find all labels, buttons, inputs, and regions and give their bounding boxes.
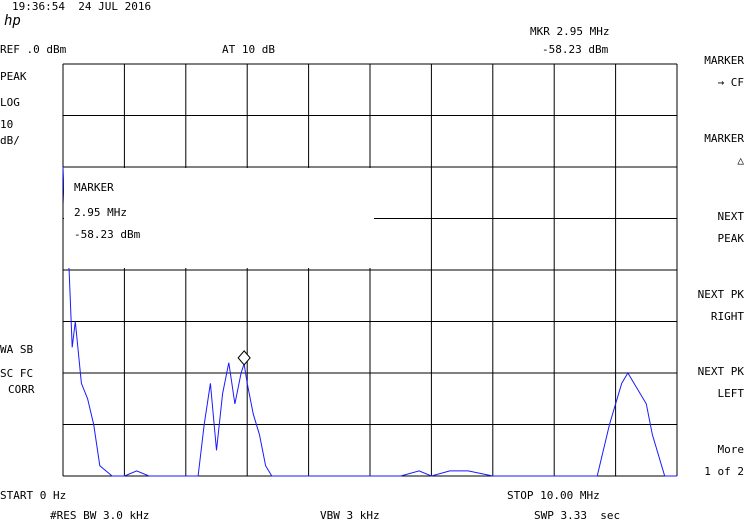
detector-mode: PEAK: [0, 70, 27, 83]
softkey-more[interactable]: More 1 of 2: [704, 439, 744, 483]
softkey-sublabel-5: LEFT: [717, 387, 745, 400]
timestamp: 19:36:54 24 JUL 2016: [12, 0, 152, 13]
softkey-sublabel-2: △: [737, 154, 744, 167]
marker-readout-freq: MKR 2.95 MHz: [530, 25, 610, 38]
softkey-sublabel-1: → CF: [717, 76, 745, 89]
flags-corr: CORR: [8, 383, 35, 396]
start-freq: START 0 Hz: [0, 489, 67, 502]
softkey-next-peak-left[interactable]: NEXT PK LEFT: [698, 361, 744, 405]
softkey-label-1: MARKER: [704, 54, 744, 67]
graticule: [62, 63, 678, 477]
marker-box-title: MARKER: [74, 181, 114, 194]
marker-diamond-icon: [237, 350, 251, 366]
softkey-marker-to-cf[interactable]: MARKER → CF: [704, 50, 744, 94]
sweep-time: SWP 3.33 sec: [534, 509, 621, 522]
softkey-sublabel-6: 1 of 2: [704, 465, 744, 478]
softkey-label-5: NEXT PK: [697, 365, 744, 378]
marker-box-freq: 2.95 MHz: [74, 206, 127, 219]
softkey-label-2: MARKER: [704, 132, 744, 145]
softkey-label-3: NEXT: [717, 210, 745, 223]
video-bandwidth: VBW 3 kHz: [320, 509, 380, 522]
marker-box-amp: -58.23 dBm: [74, 228, 141, 241]
flags-sc-fc: SC FC: [0, 367, 34, 380]
hp-logo: hp: [4, 13, 21, 29]
softkey-label-6: More: [717, 443, 745, 456]
flags-wa-sb: WA SB: [0, 343, 34, 356]
marker-info-box: MARKER 2.95 MHz -58.23 dBm: [64, 168, 374, 268]
softkey-sublabel-4: RIGHT: [710, 310, 744, 323]
softkey-next-peak-right[interactable]: NEXT PK RIGHT: [698, 284, 744, 328]
attenuation: AT 10 dB: [222, 43, 275, 56]
marker-readout-amp: -58.23 dBm: [542, 43, 609, 56]
softkey-next-peak[interactable]: NEXT PEAK: [718, 206, 745, 250]
stop-freq: STOP 10.00 MHz: [507, 489, 600, 502]
resolution-bandwidth: #RES BW 3.0 kHz: [50, 509, 150, 522]
softkey-marker-delta[interactable]: MARKER △: [704, 128, 744, 172]
scale-value: 10: [0, 118, 14, 131]
softkey-label-4: NEXT PK: [697, 288, 744, 301]
spectrum-trace: [62, 166, 677, 477]
softkey-sublabel-3: PEAK: [717, 232, 745, 245]
ref-level: REF .0 dBm: [0, 43, 67, 56]
marker-diamond-icon: [237, 350, 251, 366]
scale-mode: LOG: [0, 96, 20, 109]
scale-unit: dB/: [0, 134, 20, 147]
